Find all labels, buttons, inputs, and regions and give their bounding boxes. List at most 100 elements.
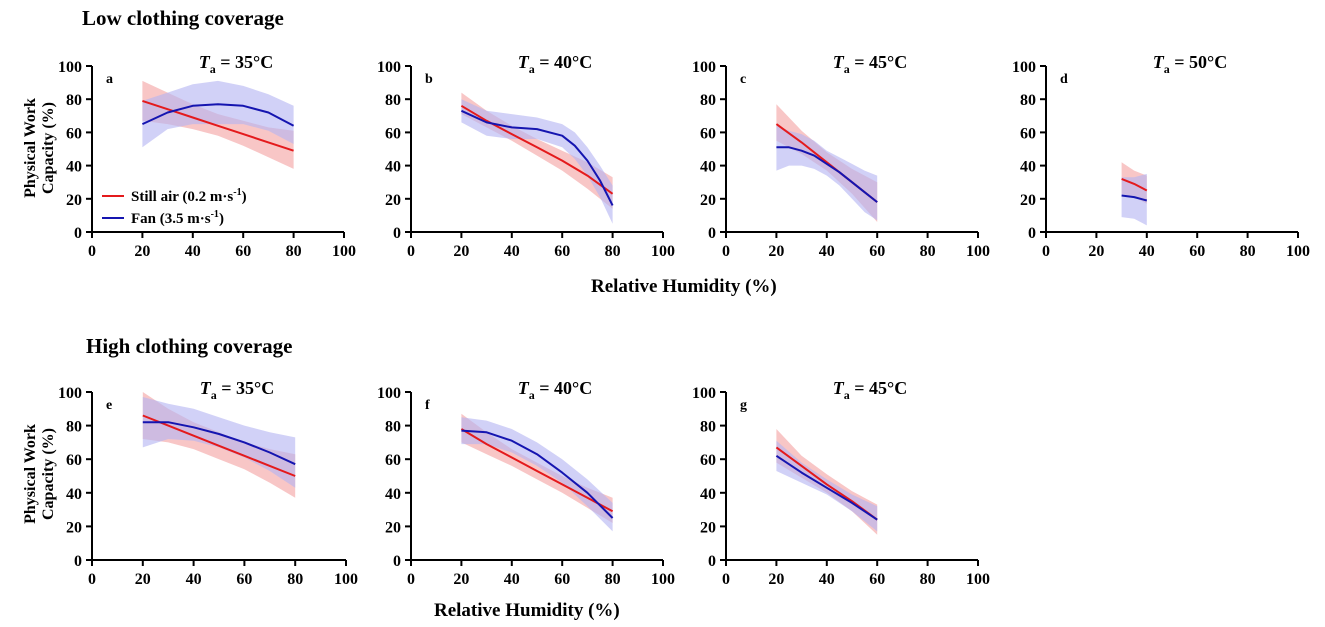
series-line-still-air-b [460, 104, 614, 195]
x-tick-label-f: 60 [554, 571, 570, 588]
legend: Still air (0.2 m·s-1) Fan (3.5 m·s-1) [102, 187, 247, 227]
y-tick-label-e: 100 [58, 385, 82, 402]
y-tick-label-c: 20 [700, 192, 716, 209]
y-tick-label-f: 100 [377, 385, 401, 402]
y-tick-label-d: 100 [1012, 59, 1036, 76]
y-tick-label-d: 60 [1020, 125, 1036, 142]
x-axis-label-bottom: Relative Humidity (%) [434, 600, 620, 621]
series-line-still-air-f [460, 428, 614, 513]
x-tick-label-a: 80 [286, 243, 302, 260]
y-tick-label-d: 20 [1020, 192, 1036, 209]
series-line-fan-f [461, 429, 614, 519]
x-tick-label-c: 20 [768, 243, 784, 260]
y-tick-label-g: 80 [700, 419, 716, 436]
x-tick-label-e: 60 [236, 571, 252, 588]
panel-title-b: Ta = 40°C [518, 52, 592, 76]
y-tick-label-c: 0 [708, 225, 716, 242]
y-tick-label-e: 40 [66, 486, 82, 503]
y-axis-label-top-line1: Physical Work [22, 98, 39, 198]
panel-title-c: Ta = 45°C [833, 52, 907, 76]
x-tick-label-f: 100 [651, 571, 675, 588]
x-tick-label-g: 0 [722, 571, 730, 588]
x-tick-label-d: 20 [1088, 243, 1104, 260]
y-tick-label-f: 60 [385, 452, 401, 469]
panel-f: 0 20 40 60 80 100 0 20 40 60 80 100 f Ta = 40°C [377, 378, 675, 588]
x-tick-label-c: 0 [722, 243, 730, 260]
legend-fan-label: Fan (3.5 m·s-1) [131, 209, 224, 227]
y-tick-label-g: 40 [700, 486, 716, 503]
x-tick-label-c: 60 [869, 243, 885, 260]
panel-letter-f: f [425, 398, 430, 413]
x-tick-label-g: 60 [869, 571, 885, 588]
x-tick-label-d: 0 [1042, 243, 1050, 260]
x-tick-label-g: 20 [768, 571, 784, 588]
x-tick-label-a: 0 [88, 243, 96, 260]
series-line-still-air-e [142, 414, 296, 477]
x-tick-label-b: 40 [504, 243, 520, 260]
y-tick-label-a: 60 [66, 125, 82, 142]
x-tick-label-a: 40 [185, 243, 201, 260]
y-tick-label-c: 100 [692, 59, 716, 76]
x-axis-label-top: Relative Humidity (%) [591, 276, 777, 297]
series-line-fan-e [142, 421, 296, 466]
x-tick-label-c: 40 [819, 243, 835, 260]
x-tick-label-b: 100 [651, 243, 675, 260]
y-tick-label-c: 40 [700, 159, 716, 176]
series-line-fan-a [141, 103, 295, 127]
y-tick-label-b: 80 [385, 92, 401, 109]
panel-title-e: Ta = 35°C [200, 378, 274, 402]
y-axis-label-top: Physical Work Capacity (%) [22, 78, 58, 218]
ci-band-fan-b [461, 99, 613, 224]
x-tick-label-g: 80 [920, 571, 936, 588]
x-tick-label-e: 20 [135, 571, 151, 588]
ci-band-fan-c [776, 125, 878, 221]
panel-letter-d: d [1060, 72, 1068, 87]
x-tick-label-g: 40 [819, 571, 835, 588]
panel-letter-g: g [740, 398, 747, 413]
row-title-high: High clothing coverage [86, 334, 293, 358]
y-tick-label-a: 80 [66, 92, 82, 109]
y-tick-label-f: 80 [385, 419, 401, 436]
x-tick-label-d: 100 [1286, 243, 1310, 260]
panel-title-g: Ta = 45°C [833, 378, 907, 402]
y-tick-label-e: 20 [66, 519, 82, 536]
panel-letter-c: c [740, 72, 746, 87]
panel-d: 0 20 40 60 80 100 0 20 40 60 80 100 d Ta = 50°C [1012, 52, 1310, 260]
y-tick-label-f: 20 [385, 519, 401, 536]
series-line-fan-d [1121, 194, 1148, 202]
x-tick-label-f: 0 [407, 571, 415, 588]
x-tick-label-b: 20 [453, 243, 469, 260]
series-line-fan-c [776, 146, 878, 203]
y-tick-label-g: 60 [700, 452, 716, 469]
panel-g: 0 20 40 60 80 100 0 20 40 60 80 100 g Ta = 45°C [692, 378, 990, 588]
y-tick-label-a: 20 [66, 192, 82, 209]
y-axis-label-bottom: Physical Work Capacity (%) [22, 404, 58, 544]
x-tick-label-g: 100 [966, 571, 990, 588]
y-tick-label-b: 100 [377, 59, 401, 76]
y-tick-label-b: 60 [385, 125, 401, 142]
series-line-fan-g [775, 454, 878, 521]
ci-band-fan-f [461, 417, 613, 532]
y-tick-label-d: 0 [1028, 225, 1036, 242]
ci-band-fan-a [142, 80, 294, 148]
x-tick-label-f: 20 [453, 571, 469, 588]
x-tick-label-c: 100 [966, 243, 990, 260]
legend-still-air-label: Still air (0.2 m·s-1) [131, 187, 247, 205]
row-title-low: Low clothing coverage [82, 6, 284, 30]
y-tick-label-g: 100 [692, 385, 716, 402]
y-axis-label-bottom-line1: Physical Work [22, 424, 39, 524]
y-tick-label-g: 0 [708, 553, 716, 570]
y-axis-label-top-line2: Capacity (%) [40, 102, 57, 194]
y-tick-label-b: 40 [385, 159, 401, 176]
y-tick-label-b: 0 [393, 225, 401, 242]
panel-a: 0 20 40 60 80 100 0 20 40 60 80 100 a Ta = 35°C [58, 52, 356, 260]
ci-band-fan-e [142, 397, 296, 488]
panel-title-d: Ta = 50°C [1153, 52, 1227, 76]
x-tick-label-e: 100 [334, 571, 358, 588]
x-tick-label-b: 80 [605, 243, 621, 260]
x-tick-label-a: 100 [332, 243, 356, 260]
x-tick-label-b: 60 [554, 243, 570, 260]
x-tick-label-d: 40 [1139, 243, 1155, 260]
y-tick-label-f: 40 [385, 486, 401, 503]
